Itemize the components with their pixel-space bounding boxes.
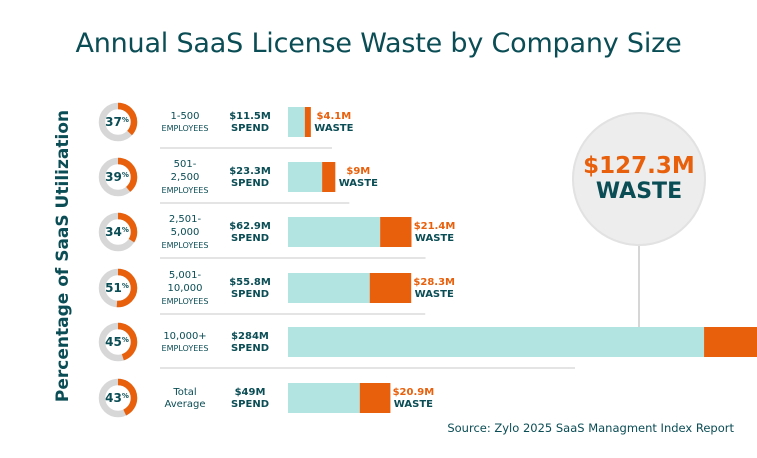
category-label: EMPLOYEES — [162, 344, 209, 353]
spend-value-label: $62.9M — [229, 221, 271, 232]
spend-bar — [288, 273, 370, 303]
category-label: 5,001- — [169, 270, 202, 281]
spend-value-label: $11.5M — [229, 111, 271, 122]
category-label: EMPLOYEES — [162, 297, 209, 306]
waste-caption: WASTE — [415, 233, 454, 244]
spend-bar — [288, 107, 305, 137]
utilization-value: 45% — [105, 335, 129, 349]
spend-caption: SPEND — [231, 233, 269, 244]
category-label: 5,000 — [171, 227, 200, 238]
category-label: Total — [172, 387, 196, 398]
category-label: 2,501- — [169, 214, 202, 225]
chart-title: Annual SaaS License Waste by Company Siz… — [75, 28, 682, 59]
waste-bar — [380, 217, 412, 247]
spend-bar — [288, 217, 381, 247]
spend-value-label: $23.3M — [229, 166, 271, 177]
waste-bar — [369, 273, 412, 303]
utilization-donut-fill — [98, 157, 138, 197]
category-label: 10,000 — [168, 283, 203, 294]
waste-caption: WASTE — [415, 289, 454, 300]
spend-bar — [288, 162, 323, 192]
category-label: Average — [164, 399, 205, 410]
spend-bar — [288, 383, 360, 413]
spend-caption: SPEND — [231, 178, 269, 189]
percent-sign: % — [122, 336, 129, 344]
utilization-donut-fill — [98, 268, 138, 308]
waste-bar — [304, 107, 311, 137]
waste-bar — [704, 327, 757, 357]
category-label: 1-500 — [170, 111, 199, 122]
category-label: 2,500 — [171, 172, 200, 183]
waste-caption: WASTE — [394, 399, 433, 410]
spend-value-label: $284M — [231, 331, 269, 342]
utilization-value: 51% — [105, 281, 129, 295]
utilization-value: 37% — [105, 115, 129, 129]
waste-value-label: $21.4M — [414, 221, 456, 232]
waste-caption: WASTE — [314, 123, 353, 134]
spend-value-label: $49M — [235, 387, 266, 398]
total-waste-label: WASTE — [595, 179, 683, 204]
percent-sign: % — [122, 116, 129, 124]
utilization-donut-fill — [98, 378, 138, 418]
percent-sign: % — [122, 171, 129, 179]
utilization-donut-fill — [98, 322, 138, 362]
utilization-value: 43% — [105, 391, 129, 405]
percent-sign: % — [122, 392, 129, 400]
waste-value-label: $4.1M — [317, 111, 352, 122]
category-label: 501- — [174, 159, 197, 170]
spend-caption: SPEND — [231, 399, 269, 410]
waste-value-label: $28.3M — [413, 277, 455, 288]
category-label: EMPLOYEES — [162, 124, 209, 133]
waste-caption: WASTE — [339, 178, 378, 189]
waste-value-label: $9M — [346, 166, 370, 177]
percent-sign: % — [122, 226, 129, 234]
total-waste-value: $127.3M — [583, 153, 695, 179]
spend-bar — [288, 327, 705, 357]
category-label: 10,000+ — [163, 331, 206, 342]
waste-bar — [322, 162, 336, 192]
category-label: EMPLOYEES — [162, 186, 209, 195]
total-waste-callout: $127.3M WASTE — [572, 112, 706, 246]
utilization-donut-fill — [98, 102, 138, 142]
spend-caption: SPEND — [231, 123, 269, 134]
spend-value-label: $55.8M — [229, 277, 271, 288]
spend-caption: SPEND — [231, 343, 269, 354]
spend-caption: SPEND — [231, 289, 269, 300]
utilization-donut-fill — [98, 212, 138, 252]
waste-bar — [359, 383, 391, 413]
utilization-value: 34% — [105, 225, 129, 239]
category-label: EMPLOYEES — [162, 241, 209, 250]
waste-value-label: $20.9M — [393, 387, 435, 398]
percent-sign: % — [122, 282, 129, 290]
utilization-value: 39% — [105, 170, 129, 184]
source-note: Source: Zylo 2025 SaaS Managment Index R… — [447, 421, 734, 435]
